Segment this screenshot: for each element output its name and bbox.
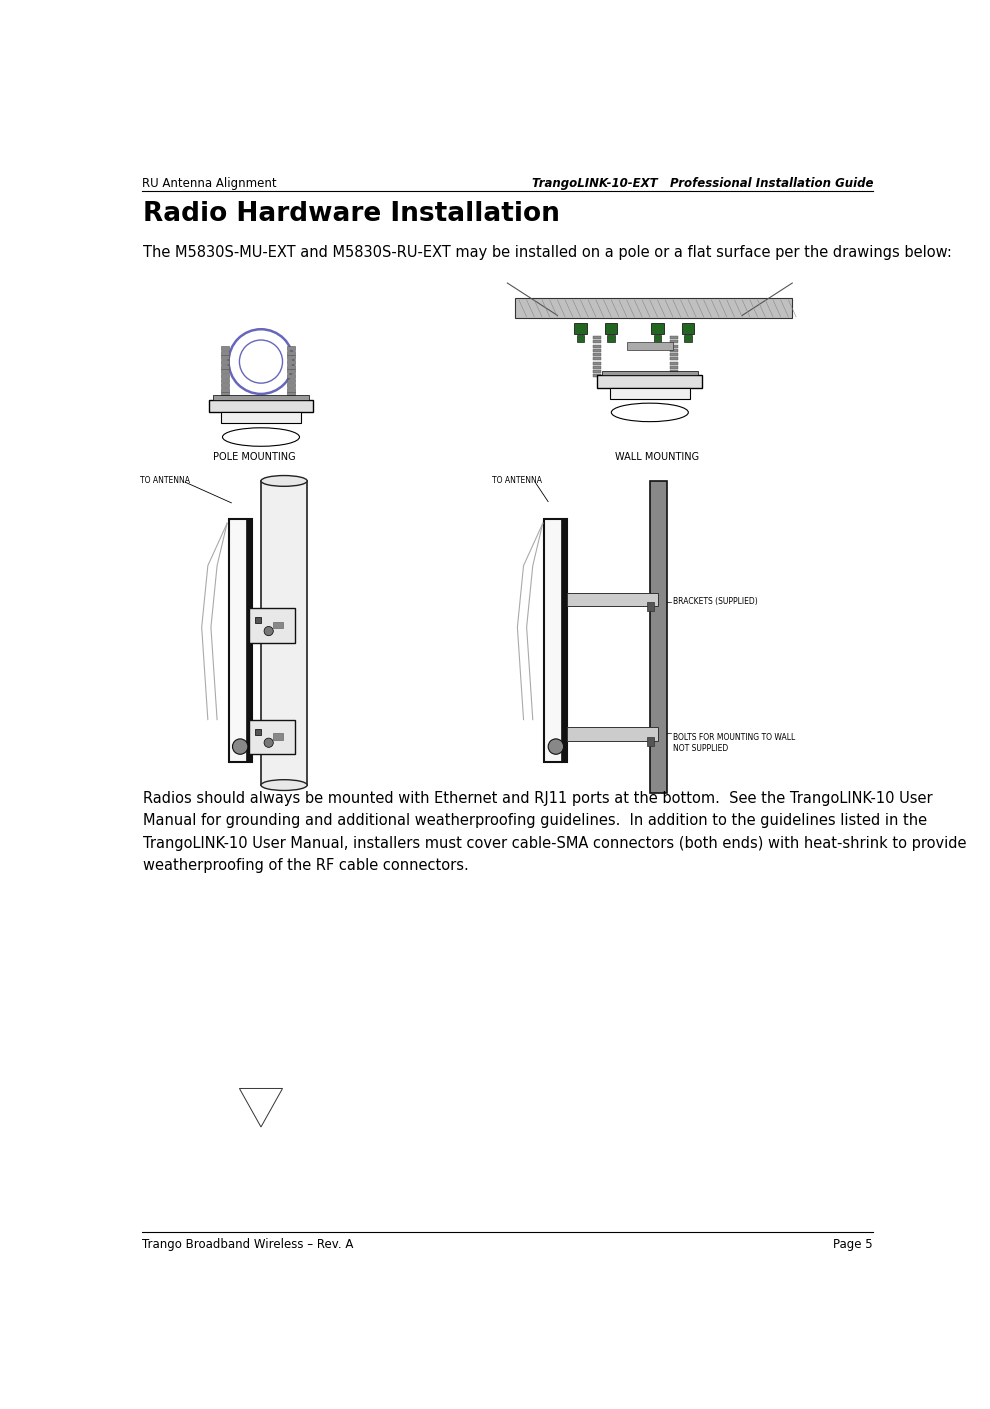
Text: Page 5: Page 5 bbox=[834, 1239, 873, 1251]
Ellipse shape bbox=[611, 403, 688, 421]
Bar bbox=[684, 335, 692, 341]
Text: Radio Hardware Installation: Radio Hardware Installation bbox=[144, 201, 560, 227]
Bar bbox=[221, 373, 229, 378]
Bar bbox=[273, 734, 282, 740]
Bar bbox=[287, 379, 295, 382]
Text: BOLTS FOR MOUNTING TO WALL
NOT SUPPLIED: BOLTS FOR MOUNTING TO WALL NOT SUPPLIED bbox=[673, 734, 795, 752]
Bar bbox=[597, 375, 702, 387]
Bar bbox=[670, 349, 677, 352]
Text: TrangoLINK-10-EXT   Professional Installation Guide: TrangoLINK-10-EXT Professional Installat… bbox=[532, 176, 873, 190]
Bar bbox=[221, 413, 301, 423]
Bar bbox=[602, 371, 698, 375]
Ellipse shape bbox=[223, 428, 299, 447]
Bar bbox=[627, 342, 673, 349]
Text: POLE MOUNTING: POLE MOUNTING bbox=[213, 452, 296, 462]
Circle shape bbox=[233, 738, 248, 754]
Text: TO ANTENNA: TO ANTENNA bbox=[492, 476, 542, 486]
Bar bbox=[254, 617, 261, 623]
Bar bbox=[593, 345, 601, 348]
Text: TO ANTENNA: TO ANTENNA bbox=[141, 476, 190, 486]
Bar bbox=[593, 349, 601, 352]
Bar bbox=[653, 335, 661, 341]
Circle shape bbox=[548, 738, 563, 754]
Text: RU Antenna Alignment: RU Antenna Alignment bbox=[142, 176, 276, 190]
Bar bbox=[261, 480, 307, 785]
Bar bbox=[287, 373, 295, 378]
Bar bbox=[593, 341, 601, 344]
Ellipse shape bbox=[261, 476, 307, 486]
Bar bbox=[593, 366, 601, 369]
Bar bbox=[593, 371, 601, 373]
Bar bbox=[213, 396, 309, 400]
Circle shape bbox=[264, 627, 273, 635]
Bar bbox=[593, 337, 601, 340]
Bar bbox=[593, 375, 601, 378]
Bar bbox=[221, 351, 229, 355]
Bar bbox=[287, 387, 295, 392]
Bar bbox=[273, 621, 282, 628]
Bar bbox=[287, 355, 295, 359]
Bar bbox=[574, 323, 587, 334]
Bar bbox=[610, 387, 690, 399]
Text: The M5830S-MU-EXT and M5830S-RU-EXT may be installed on a pole or a flat surface: The M5830S-MU-EXT and M5830S-RU-EXT may … bbox=[144, 245, 952, 259]
Bar bbox=[608, 335, 615, 341]
Bar bbox=[221, 355, 229, 359]
Bar bbox=[649, 480, 666, 793]
Bar bbox=[221, 392, 229, 396]
Bar bbox=[646, 737, 654, 745]
Ellipse shape bbox=[261, 779, 307, 790]
Bar bbox=[287, 347, 295, 349]
Bar bbox=[248, 607, 295, 643]
Bar bbox=[605, 323, 618, 334]
Bar bbox=[221, 365, 229, 369]
Bar bbox=[593, 358, 601, 361]
Text: WALL MOUNTING: WALL MOUNTING bbox=[615, 452, 699, 462]
Bar bbox=[670, 362, 677, 365]
Text: BRACKETS (SUPPLIED): BRACKETS (SUPPLIED) bbox=[673, 597, 757, 606]
Text: Radios should always be mounted with Ethernet and RJ11 ports at the bottom.  See: Radios should always be mounted with Eth… bbox=[144, 792, 966, 872]
Bar bbox=[254, 728, 261, 735]
Bar bbox=[670, 345, 677, 348]
Bar bbox=[246, 520, 251, 762]
Bar bbox=[670, 366, 677, 369]
Bar bbox=[287, 361, 295, 364]
Bar bbox=[646, 602, 654, 612]
Bar bbox=[209, 400, 313, 413]
Bar bbox=[670, 354, 677, 356]
Bar bbox=[651, 323, 663, 334]
Text: Trango Broadband Wireless – Rev. A: Trango Broadband Wireless – Rev. A bbox=[142, 1239, 353, 1251]
Bar bbox=[287, 392, 295, 396]
Bar bbox=[670, 358, 677, 361]
Bar bbox=[221, 347, 229, 349]
Circle shape bbox=[264, 738, 273, 747]
Bar bbox=[221, 387, 229, 392]
Bar bbox=[544, 520, 567, 762]
Bar bbox=[670, 337, 677, 340]
Bar bbox=[576, 335, 584, 341]
Bar bbox=[670, 371, 677, 373]
Bar bbox=[682, 323, 695, 334]
Bar bbox=[561, 520, 567, 762]
Bar bbox=[221, 379, 229, 382]
Bar bbox=[670, 341, 677, 344]
Bar bbox=[221, 361, 229, 364]
Bar bbox=[593, 354, 601, 356]
Bar bbox=[221, 383, 229, 387]
Bar bbox=[248, 720, 295, 754]
Bar bbox=[567, 593, 657, 606]
Bar bbox=[287, 369, 295, 373]
Bar bbox=[221, 369, 229, 373]
Bar bbox=[287, 351, 295, 355]
Bar bbox=[567, 727, 657, 741]
Bar bbox=[593, 362, 601, 365]
Bar bbox=[670, 375, 677, 378]
Bar bbox=[287, 365, 295, 369]
Bar bbox=[515, 299, 792, 318]
Bar bbox=[287, 383, 295, 387]
Bar bbox=[229, 520, 251, 762]
